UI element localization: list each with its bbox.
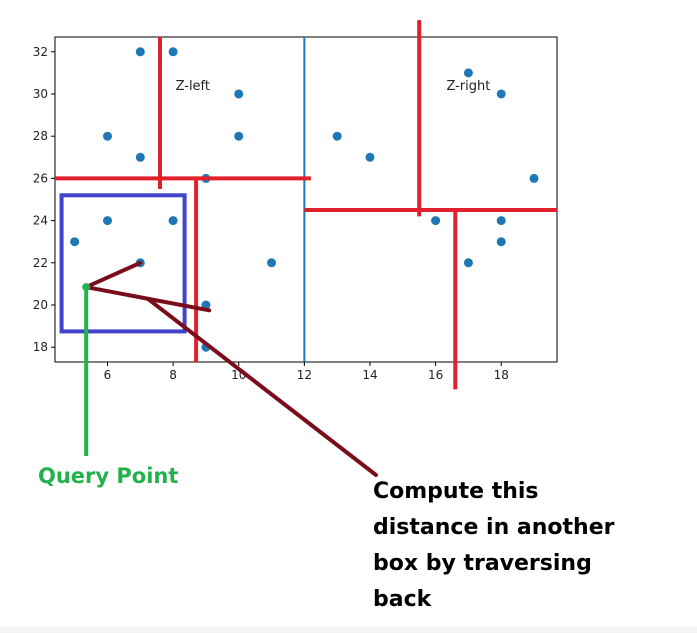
data-point	[463, 258, 473, 268]
data-point	[135, 152, 145, 162]
data-point	[70, 237, 80, 247]
data-point	[332, 131, 342, 141]
region-label: Z-right	[446, 79, 490, 94]
axes-frame	[54, 36, 558, 363]
compute-label-line-1: Compute this	[373, 479, 539, 504]
y-tick-label: 30	[33, 87, 48, 101]
compute-callout-line	[145, 296, 378, 477]
y-tick-label: 24	[33, 214, 48, 228]
y-tick-label: 26	[33, 171, 48, 185]
x-tick-label: 16	[428, 368, 443, 382]
distance-line	[84, 260, 143, 290]
data-point	[496, 237, 506, 247]
compute-label-line-2: distance in another	[373, 515, 615, 540]
data-point	[267, 258, 277, 268]
data-point	[168, 216, 178, 226]
data-point	[234, 131, 244, 141]
compute-label-line-3: box by traversing	[373, 551, 592, 576]
data-point	[529, 173, 539, 183]
query-box	[59, 193, 187, 334]
y-tick-label: 32	[33, 45, 48, 59]
y-tick-label: 22	[33, 256, 48, 270]
data-point	[496, 216, 506, 226]
data-point	[168, 47, 178, 57]
data-point	[365, 152, 375, 162]
query-point-label: Query Point	[38, 464, 178, 488]
region-label: Z-left	[176, 79, 210, 94]
annotation-overlay: Z-left Z-right	[55, 20, 557, 477]
y-tick-label: 28	[33, 129, 48, 143]
data-point	[234, 89, 244, 99]
data-point	[463, 68, 473, 78]
data-point	[496, 89, 506, 99]
y-tick-label: 20	[33, 298, 48, 312]
x-tick-label: 8	[169, 368, 177, 382]
x-tick-label: 12	[297, 368, 312, 382]
compute-label-line-4: back	[373, 587, 433, 612]
x-tick-label: 6	[104, 368, 112, 382]
x-tick-label: 14	[362, 368, 377, 382]
bottom-strip	[0, 627, 697, 633]
query-point-marker	[82, 283, 91, 292]
data-point	[102, 131, 112, 141]
x-tick-label: 18	[494, 368, 509, 382]
y-tick-label: 18	[33, 340, 48, 354]
data-point	[135, 47, 145, 57]
data-point	[431, 216, 441, 226]
data-point	[102, 216, 112, 226]
